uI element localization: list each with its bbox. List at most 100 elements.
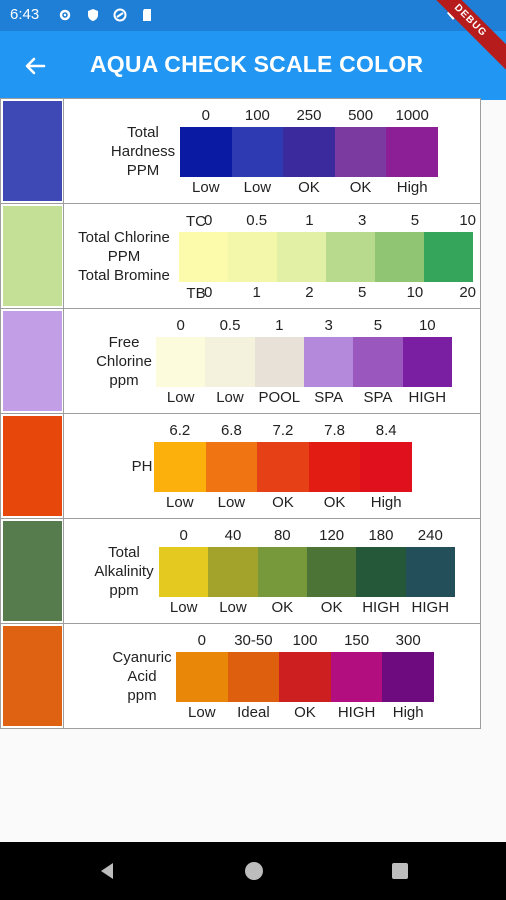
tick-label: 10 xyxy=(418,317,436,334)
shield-icon xyxy=(88,9,98,21)
nav-recents-icon[interactable] xyxy=(389,860,411,882)
color-scale xyxy=(156,337,452,387)
nav-home-icon[interactable] xyxy=(243,860,265,882)
tick-label: 3 xyxy=(358,212,367,229)
page-title: AQUA CHECK SCALE COLOR xyxy=(90,51,424,77)
scale-status-label: High xyxy=(370,494,402,511)
row-label: Free Chlorine ppm xyxy=(87,333,161,390)
scale-cell xyxy=(334,127,387,177)
scale-status-label: Ideal xyxy=(237,704,270,721)
scale-status-label: OK xyxy=(349,179,372,196)
scale-cell xyxy=(208,547,258,597)
scale-top-ticks: 0 30-50 100 150 300 xyxy=(176,632,434,649)
tick-label: 8.4 xyxy=(375,422,397,439)
scale-cell xyxy=(382,652,434,702)
scale-top-ticks: 6.2 6.8 7.2 7.8 8.4 xyxy=(154,422,412,439)
row-label-line: Total xyxy=(127,124,159,141)
scale-cell xyxy=(356,547,406,597)
scale-bottom-labels: Low Low OK OK High xyxy=(180,179,438,196)
tick-label: 500 xyxy=(348,107,374,124)
scale-cell xyxy=(154,442,206,492)
row-label-line: Cyanuric xyxy=(112,649,172,666)
row-label-line: Total Chlorine xyxy=(78,229,170,246)
back-arrow-icon[interactable] xyxy=(20,51,50,81)
row-label-line: ppm xyxy=(109,372,139,389)
scale-status-label: OK xyxy=(323,494,346,511)
tick-label: 3 xyxy=(324,317,333,334)
scale-cell xyxy=(228,232,277,282)
scale-cell xyxy=(156,337,206,387)
row-color-swatch xyxy=(3,521,62,621)
tick-label: 2 xyxy=(305,284,314,301)
column-divider xyxy=(63,414,64,518)
scale-top-ticks: 0 100 250 500 1000 xyxy=(180,107,438,124)
color-scale xyxy=(159,547,455,597)
scale-cell xyxy=(159,547,209,597)
scale-cell xyxy=(326,232,375,282)
scale-row-free-chlorine: Free Chlorine ppm 0 0.5 1 3 5 10 Low Low xyxy=(0,309,481,414)
debug-ribbon: DEBUG xyxy=(426,0,506,77)
data-saver-icon xyxy=(113,8,127,22)
tick-label: 240 xyxy=(417,527,443,544)
row-color-swatch xyxy=(3,206,62,306)
row-label-line: Free xyxy=(108,334,140,351)
scale-status-label: POOL xyxy=(258,389,301,406)
scale-status-label: Low xyxy=(243,179,272,196)
scale-cell xyxy=(306,547,357,597)
tick-label: 20 xyxy=(459,284,476,301)
scale-cell xyxy=(257,442,309,492)
row-label-line: Acid xyxy=(127,668,157,685)
scale-cell xyxy=(205,337,255,387)
row-label-line: PPM xyxy=(126,162,160,179)
scale-cell xyxy=(231,127,284,177)
scale-status-label: HIGH xyxy=(411,599,450,616)
scale-status-label: Low xyxy=(188,704,216,721)
scale-cell xyxy=(205,442,258,492)
tick-label: 0 xyxy=(204,212,213,229)
row-label-line: ppm xyxy=(127,687,157,704)
scale-status-label: OK xyxy=(272,494,294,511)
row-color-swatch xyxy=(3,626,62,726)
scale-status-label: Low xyxy=(216,389,244,406)
row-label: Total Alkalinity ppm xyxy=(87,543,161,600)
row-label-line: Total xyxy=(108,544,140,561)
row-color-swatch xyxy=(3,416,62,516)
tick-label: 180 xyxy=(368,527,394,544)
color-scale xyxy=(154,442,412,492)
tick-label: 1 xyxy=(275,317,284,334)
color-scale xyxy=(180,127,438,177)
scale-cell xyxy=(176,652,228,702)
color-scale xyxy=(176,652,434,702)
tick-label: 7.8 xyxy=(324,422,345,439)
scale-top-ticks: 0 0.5 1 3 5 10 xyxy=(204,212,494,229)
scale-bottom-labels: Low Ideal OK HIGH High xyxy=(176,704,434,721)
scale-top-ticks: 0 40 80 120 180 240 xyxy=(159,527,455,544)
scale-status-label: Low xyxy=(219,599,247,616)
scale-cell xyxy=(277,232,326,282)
scale-status-label: SPA xyxy=(314,389,344,406)
scale-row-total-chlorine: Total Chlorine PPM Total Bromine TC 0 0.… xyxy=(0,204,481,309)
scale-status-label: Low xyxy=(166,389,195,406)
scale-cell xyxy=(360,442,412,492)
tick-prefix-tc: TC xyxy=(186,213,206,230)
tick-label: 300 xyxy=(395,632,421,649)
scale-status-label: HIGH xyxy=(337,704,376,721)
scale-cell xyxy=(227,652,280,702)
tick-label: 30-50 xyxy=(234,632,273,649)
scale-bottom-labels: 0 1 2 5 10 20 xyxy=(204,284,494,301)
column-divider xyxy=(63,519,64,623)
scale-status-label: OK xyxy=(294,704,316,721)
tick-prefix-tb: TB xyxy=(186,285,206,302)
tick-label: 0.5 xyxy=(246,212,268,229)
row-label: Total Hardness PPM xyxy=(101,123,185,180)
nav-back-icon[interactable] xyxy=(96,860,118,882)
row-label-line: ppm xyxy=(109,582,139,599)
column-divider xyxy=(63,309,64,413)
tick-label: 0 xyxy=(201,107,210,124)
scale-status-label: HIGH xyxy=(362,599,400,616)
scale-row-ph: PH 6.2 6.8 7.2 7.8 8.4 Low Low OK OK Hig… xyxy=(0,414,481,519)
scale-cell xyxy=(254,337,304,387)
row-label: Total Chlorine PPM Total Bromine xyxy=(67,228,181,285)
scale-cell xyxy=(330,652,383,702)
scale-cell xyxy=(386,127,438,177)
